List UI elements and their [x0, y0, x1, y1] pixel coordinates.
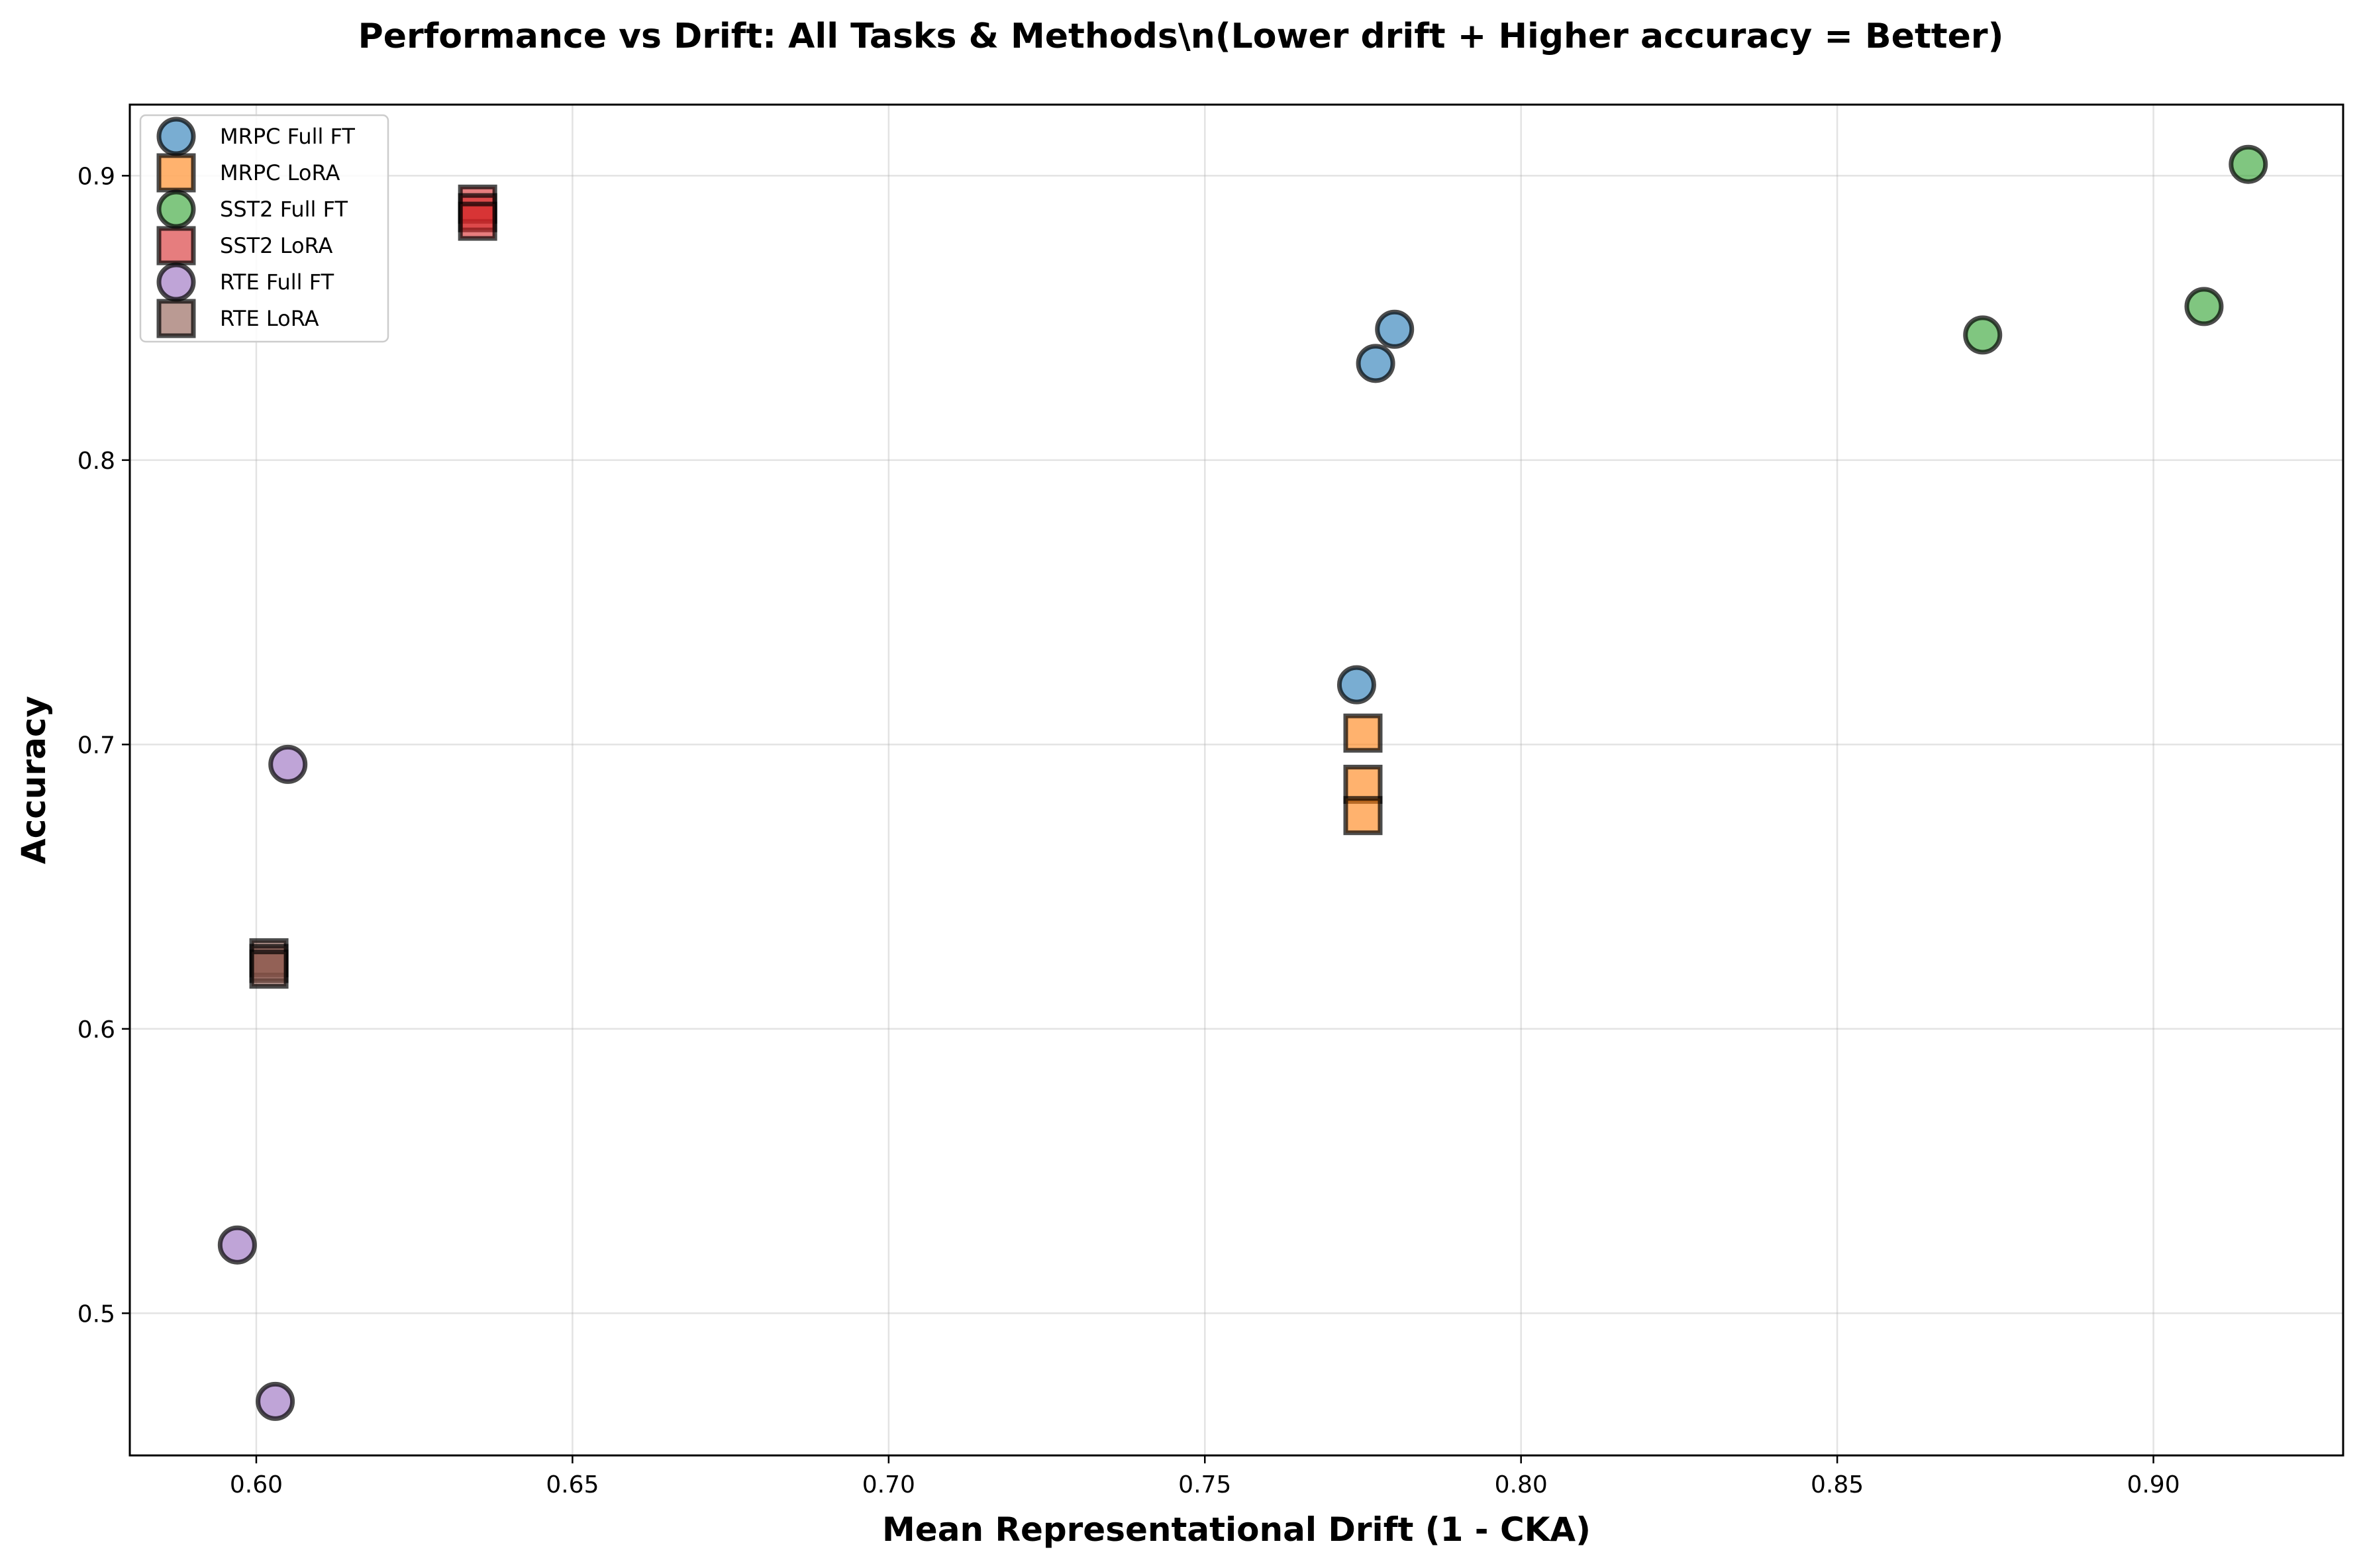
- mrpc-full-ft-point: [1375, 309, 1415, 349]
- sst2-full-ft-point: [2184, 287, 2224, 326]
- y-tick-label: 0.8: [77, 448, 115, 475]
- x-tick-label: 0.85: [1811, 1471, 1864, 1498]
- legend-label-rte-lora: RTE LoRA: [220, 306, 319, 331]
- plot-background: [130, 105, 2343, 1455]
- x-tick-label: 0.90: [2127, 1471, 2180, 1498]
- legend-marker-mrpc-lora: [156, 153, 196, 193]
- x-tick-label: 0.70: [862, 1471, 915, 1498]
- legend-label-mrpc-lora: MRPC LoRA: [220, 160, 340, 185]
- chart-title: Performance vs Drift: All Tasks & Method…: [358, 17, 2004, 56]
- x-tick-label: 0.75: [1178, 1471, 1231, 1498]
- legend-label-rte-full-ft: RTE Full FT: [220, 270, 334, 295]
- legend-label-sst2-lora: SST2 LoRA: [220, 233, 332, 258]
- x-tick-label: 0.65: [546, 1471, 599, 1498]
- rte-full-ft-point: [256, 1381, 295, 1421]
- legend-items: MRPC Full FT MRPC LoRA SST2 Full FT SST2 Lo…: [156, 117, 355, 338]
- sst2-full-ft-point: [2229, 144, 2268, 184]
- x-tick-label: 0.80: [1495, 1471, 1548, 1498]
- legend-marker-mrpc-full-ft: [156, 117, 196, 156]
- mrpc-lora-point: [1343, 764, 1383, 804]
- legend-marker-sst2-full-ft: [156, 189, 196, 229]
- y-tick-label: 0.5: [77, 1300, 115, 1328]
- legend-box: [139, 114, 389, 343]
- y-axis-ticks: 0.5 0.6 0.7 0.8 0.9: [77, 163, 130, 1328]
- data-markers: [217, 144, 2268, 1421]
- legend-marker-rte-full-ft: [156, 262, 196, 302]
- y-tick-label: 0.6: [77, 1016, 115, 1044]
- x-tick-label: 0.60: [230, 1471, 283, 1498]
- mrpc-full-ft-point: [1356, 344, 1395, 383]
- y-tick-label: 0.9: [77, 163, 115, 190]
- grid: [130, 105, 2343, 1455]
- x-axis-ticks: 0.60 0.65 0.70 0.75 0.80 0.85 0.90: [230, 1455, 2180, 1498]
- x-axis-label: Mean Representational Drift (1 - CKA): [882, 1510, 1591, 1549]
- mrpc-full-ft-point: [1336, 665, 1376, 705]
- plot-area: 0.60 0.65 0.70 0.75 0.80 0.85 0.90 0.50.60.70.…: [77, 103, 2344, 1498]
- legend: MRPC Full FT MRPC LoRA SST2 Full FT SST2 Lo…: [139, 114, 389, 343]
- legend-marker-rte-lora: [156, 299, 196, 338]
- mrpc-lora-point: [1343, 713, 1383, 753]
- rte-full-ft-point: [268, 744, 308, 784]
- legend-label-mrpc-full-ft: MRPC Full FT: [220, 124, 355, 149]
- legend-marker-sst2-lora: [156, 226, 196, 266]
- rte-lora-point: [249, 950, 289, 989]
- sst2-lora-point: [458, 201, 497, 241]
- sst2-full-ft-point: [1963, 315, 2003, 355]
- rte-full-ft-point: [217, 1225, 257, 1265]
- mrpc-lora-point: [1343, 796, 1383, 836]
- y-tick-label: 0.7: [77, 732, 115, 759]
- y-axis-label: Accuracy: [15, 696, 53, 864]
- plot-frame: [128, 103, 2344, 1457]
- legend-label-sst2-full-ft: SST2 Full FT: [220, 197, 348, 222]
